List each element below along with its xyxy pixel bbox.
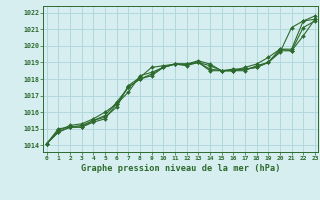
X-axis label: Graphe pression niveau de la mer (hPa): Graphe pression niveau de la mer (hPa) [81,164,281,173]
